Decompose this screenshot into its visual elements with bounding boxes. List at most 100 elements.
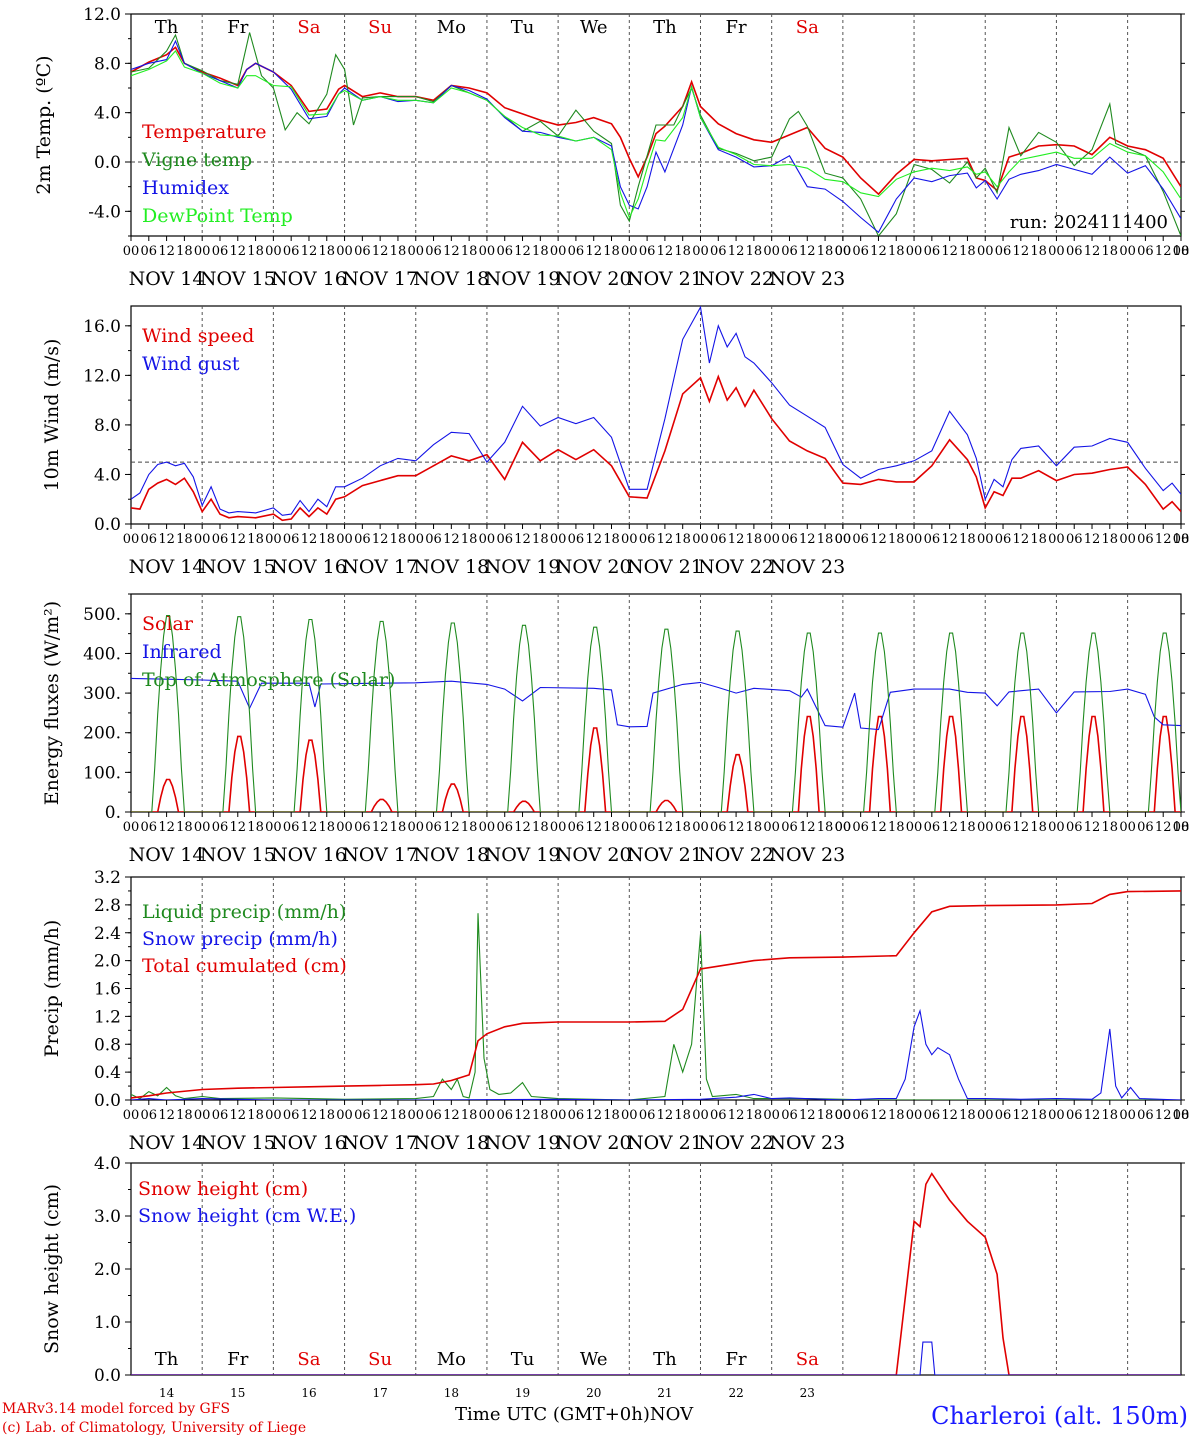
x-date-label: NOV 14 — [129, 1132, 205, 1154]
x-hour-label: 00 — [906, 820, 923, 835]
weekday-label: Sa — [796, 1349, 819, 1370]
x-hour-label: 12 — [941, 820, 958, 835]
x-hour-label: 18 — [532, 532, 549, 547]
x-hour-label: 06 — [995, 1108, 1012, 1123]
x-hour-label: 00 — [763, 820, 780, 835]
legend-wind-gust: Wind gust — [142, 353, 240, 375]
weekday-label: Fr — [726, 17, 747, 38]
x-date-label: NOV 22 — [698, 268, 774, 290]
x-hour-label: 06 — [1137, 820, 1154, 835]
x-hour-label: 06 — [425, 532, 442, 547]
x-hour-label: 06 — [852, 820, 869, 835]
x-hour-label: 00 — [906, 244, 923, 259]
x-hour-label: 06 — [1066, 1108, 1083, 1123]
x-hour-label: 12 — [941, 532, 958, 547]
legend-humidex: Humidex — [142, 177, 229, 199]
x-hour-label: 12 — [657, 244, 674, 259]
weekday-label: Mo — [437, 1349, 466, 1370]
x-hour-label: 12 — [372, 532, 389, 547]
x-hour-label: 18 — [1173, 820, 1190, 835]
x-hour-label: 18 — [1102, 244, 1119, 259]
x-hour-label: 12 — [585, 1108, 602, 1123]
series-line-solar — [131, 715, 1181, 812]
x-hour-label: 12 — [230, 1108, 247, 1123]
x-hour-label: 12 — [372, 244, 389, 259]
x-hour-label: 06 — [568, 532, 585, 547]
x-hour-label: 12 — [514, 244, 531, 259]
weekday-label: Sa — [297, 1349, 320, 1370]
weekday-label: We — [580, 17, 608, 38]
x-hour-label: 00 — [1173, 1108, 1190, 1123]
x-hour-label: 00 — [1048, 532, 1065, 547]
x-date-label: NOV 17 — [342, 268, 418, 290]
x-hour-label: 12 — [443, 244, 460, 259]
x-hour-label: 00 — [194, 244, 211, 259]
copyright-credit: (c) Lab. of Climatology, University of L… — [2, 1420, 307, 1436]
x-date-label: NOV 16 — [271, 844, 347, 866]
x-hour-label: 18 — [888, 820, 905, 835]
x-hour-label: 00 — [692, 244, 709, 259]
x-hour-label: 06 — [1066, 820, 1083, 835]
series-line-snow-height-cm-w-e — [131, 1341, 1181, 1375]
x-hour-label: 06 — [781, 820, 798, 835]
x-hour-label: 12 — [728, 244, 745, 259]
legend-total-cumulated-cm: Total cumulated (cm) — [142, 955, 347, 977]
x-hour-label: 12 — [870, 1108, 887, 1123]
x-hour-label: 12 — [728, 532, 745, 547]
x-hour-label: 12 — [657, 1108, 674, 1123]
x-hour-label: 12 — [514, 532, 531, 547]
series-line-wind-speed — [131, 374, 1181, 522]
x-hour-label: 18 — [176, 244, 193, 259]
x-hour-label: 00 — [265, 820, 282, 835]
x-hour-label: 12 — [443, 532, 460, 547]
x-hour-label: 00 — [835, 1108, 852, 1123]
x-date-label: NOV 23 — [769, 556, 845, 578]
x-hour-label: 18 — [532, 820, 549, 835]
x-hour-label: 12 — [514, 1108, 531, 1123]
x-hour-label: 06 — [283, 532, 300, 547]
x-hour-label: 00 — [479, 1108, 496, 1123]
x-hour-label: 06 — [141, 244, 158, 259]
x-hour-label: 06 — [283, 1108, 300, 1123]
x-hour-label: 06 — [283, 820, 300, 835]
x-date-label: NOV 20 — [556, 844, 632, 866]
y-tick-label: 3.2 — [94, 868, 121, 888]
series-line-vigne-temp — [131, 32, 1181, 236]
x-hour-label: 00 — [1048, 1108, 1065, 1123]
x-hour-label: 18 — [318, 244, 335, 259]
x-date-label: NOV 16 — [271, 268, 347, 290]
x-date-label: NOV 15 — [200, 268, 276, 290]
time-axis-label: Time UTC (GMT+0h)NOV — [455, 1404, 693, 1425]
x-hour-label: 00 — [763, 1108, 780, 1123]
x-hour-label: 00 — [194, 532, 211, 547]
x-hour-label: 00 — [1048, 244, 1065, 259]
x-hour-label: 00 — [123, 532, 140, 547]
day-number-label: 19 — [515, 1386, 530, 1400]
x-date-label: NOV 14 — [129, 556, 205, 578]
x-hour-label: 18 — [1102, 1108, 1119, 1123]
x-hour-label: 00 — [1173, 820, 1190, 835]
x-hour-label: 12 — [799, 244, 816, 259]
x-hour-label: 06 — [852, 532, 869, 547]
x-date-label: NOV 21 — [627, 268, 703, 290]
x-hour-label: 00 — [550, 532, 567, 547]
weekday-label: Th — [653, 1349, 677, 1370]
y-tick-label: 1.6 — [94, 980, 121, 1000]
x-date-label: NOV 20 — [556, 556, 632, 578]
x-hour-label: 00 — [1119, 532, 1136, 547]
x-hour-label: 18 — [603, 820, 620, 835]
day-number-label: 14 — [159, 1386, 175, 1400]
day-number-label: 17 — [373, 1386, 388, 1400]
x-hour-label: 00 — [763, 244, 780, 259]
weekday-label: Sa — [297, 17, 320, 38]
day-number-label: 22 — [728, 1386, 743, 1400]
y-tick-label: 3.0 — [94, 1207, 121, 1227]
x-date-label: NOV 17 — [342, 844, 418, 866]
x-hour-label: 06 — [639, 244, 656, 259]
x-hour-label: 06 — [924, 244, 941, 259]
x-hour-label: 18 — [176, 820, 193, 835]
day-number-label: 18 — [444, 1386, 459, 1400]
x-hour-label: 06 — [1137, 532, 1154, 547]
x-hour-label: 06 — [924, 820, 941, 835]
x-hour-label: 18 — [390, 820, 407, 835]
